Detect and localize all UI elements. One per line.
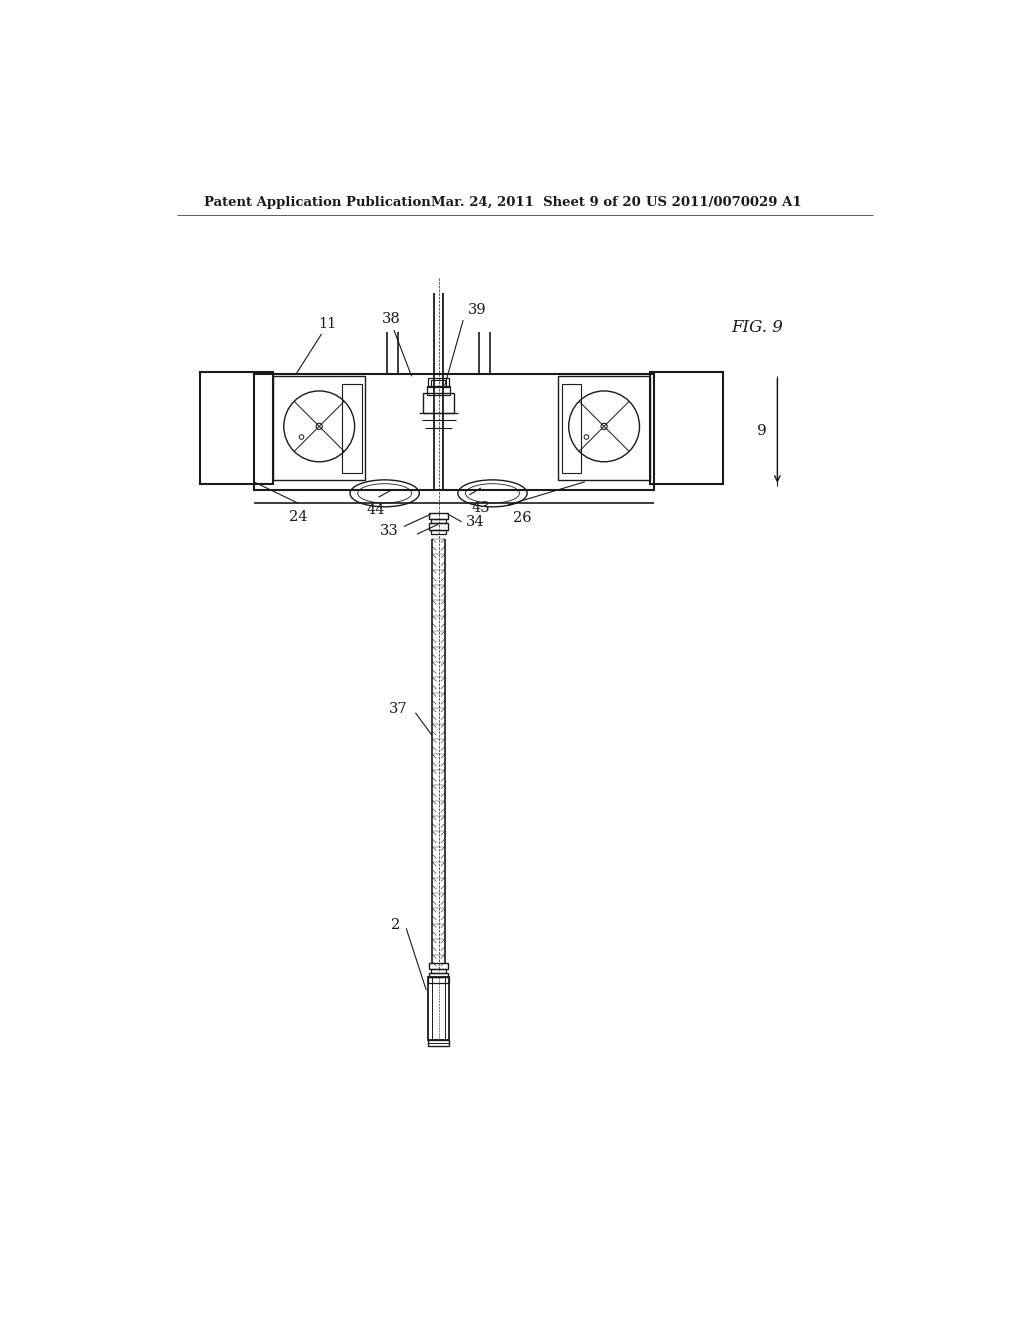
Bar bbox=[431, 519, 446, 523]
Text: 11: 11 bbox=[318, 317, 337, 331]
Bar bbox=[650, 372, 724, 484]
Bar bbox=[428, 977, 450, 1040]
Bar bbox=[429, 964, 447, 969]
Text: 43: 43 bbox=[472, 502, 490, 515]
Text: Mar. 24, 2011  Sheet 9 of 20: Mar. 24, 2011 Sheet 9 of 20 bbox=[431, 195, 641, 209]
Bar bbox=[429, 973, 447, 977]
Bar bbox=[342, 384, 361, 473]
Bar bbox=[423, 393, 454, 412]
Text: FIG. 9: FIG. 9 bbox=[731, 319, 783, 337]
Text: 38: 38 bbox=[382, 313, 400, 326]
Text: US 2011/0070029 A1: US 2011/0070029 A1 bbox=[646, 195, 802, 209]
Text: 2: 2 bbox=[391, 917, 400, 932]
Bar bbox=[431, 380, 446, 387]
Bar bbox=[428, 378, 450, 387]
Text: 33: 33 bbox=[380, 524, 398, 539]
Bar bbox=[427, 385, 451, 395]
Text: Patent Application Publication: Patent Application Publication bbox=[204, 195, 430, 209]
Text: 44: 44 bbox=[367, 503, 385, 517]
Text: 37: 37 bbox=[389, 702, 408, 715]
Bar bbox=[429, 512, 447, 519]
Bar bbox=[273, 376, 366, 480]
Bar bbox=[431, 969, 446, 973]
Text: 34: 34 bbox=[466, 515, 485, 529]
Text: 9: 9 bbox=[757, 424, 767, 438]
Bar bbox=[254, 374, 654, 490]
Text: 24: 24 bbox=[289, 510, 307, 524]
Bar bbox=[428, 1040, 450, 1047]
Bar bbox=[200, 372, 273, 484]
Bar bbox=[429, 524, 447, 529]
Text: 26: 26 bbox=[513, 511, 531, 525]
Bar bbox=[428, 977, 450, 983]
Bar bbox=[431, 529, 446, 535]
Bar bbox=[562, 384, 581, 473]
Text: 39: 39 bbox=[468, 304, 486, 317]
Bar bbox=[558, 376, 650, 480]
